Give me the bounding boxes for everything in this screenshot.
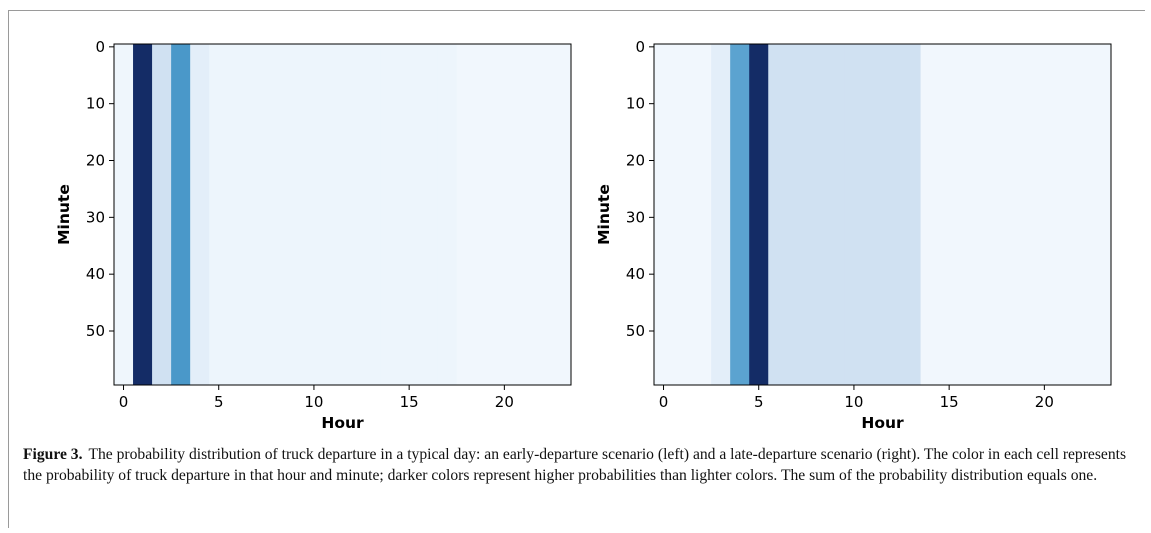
heatmap-column [787,44,807,385]
heatmap-column [266,44,286,385]
heatmap-column [133,44,153,385]
plot-frame [653,43,1112,386]
heatmap-column [152,44,172,385]
heatmap-column [380,44,401,385]
heatmap-column [711,44,731,385]
heatmap-column [977,44,998,385]
heatmap-column [939,44,960,385]
heatmap-panel-left: 0 5 10 15 20 0 10 20 30 40 50 Hour Minute [55,38,572,432]
heatmap-column [190,44,210,385]
heatmap-column [825,44,845,385]
x-tick-label: 10 [304,393,323,411]
heatmap-column [361,44,381,385]
heatmap-column [958,44,979,385]
heatmap-column [806,44,826,385]
heatmap-column [551,44,572,385]
heatmap-column [1034,44,1055,385]
heatmap-column [654,44,674,385]
heatmap-column [673,44,693,385]
heatmap-column [1091,44,1112,385]
x-tick-label: 0 [119,393,129,411]
caption-text: The probability distribution of truck de… [23,446,1127,484]
x-tick-label: 20 [495,393,514,411]
heatmap-column [418,44,439,385]
heatmap-column [768,44,788,385]
y-tick-label: 10 [86,95,105,113]
heatmap-column [228,44,248,385]
x-tick-label: 0 [659,393,669,411]
figure-frame [8,10,1145,528]
heatmap-column [882,44,902,385]
heatmap-column [399,44,420,385]
y-tick-label: 50 [626,322,645,340]
heatmap-column [844,44,864,385]
heatmap-column [863,44,883,385]
figure-charts: 0 5 10 15 20 0 10 20 30 40 50 Hour Minute 0 5 10 15 20 0 1… [55,38,1112,432]
x-tick-label: 15 [940,393,959,411]
heatmap-column [749,44,769,385]
heatmap-column [730,44,750,385]
y-tick-label: 0 [635,38,645,56]
heatmap-column [1072,44,1093,385]
x-tick-label: 5 [214,393,224,411]
heatmap-column [114,44,134,385]
x-tick-label: 15 [400,393,419,411]
y-tick-label: 20 [86,152,105,170]
y-tick-label: 30 [86,208,105,226]
y-tick-label: 0 [95,38,105,56]
heatmap-column [1015,44,1036,385]
heatmap-column [209,44,229,385]
y-tick-label: 50 [86,322,105,340]
heatmap-column [996,44,1017,385]
heatmap-column [304,44,324,385]
y-tick-label: 40 [86,265,105,283]
y-axis-label: Minute [595,184,613,245]
plot-frame [113,43,572,386]
heatmap-column [437,44,458,385]
heatmap-column [1053,44,1074,385]
x-axis-label: Hour [861,414,904,432]
heatmap-column [692,44,712,385]
y-tick-label: 20 [626,152,645,170]
heatmap-column [494,44,515,385]
heatmap-column [247,44,267,385]
x-tick-label: 5 [754,393,764,411]
heatmap-column [475,44,496,385]
caption-label: Figure 3. [23,446,83,463]
figure-caption: Figure 3. The probability distribution of… [23,444,1133,486]
y-tick-label: 10 [626,95,645,113]
heatmap-column [285,44,305,385]
x-tick-label: 20 [1035,393,1054,411]
heatmap-column [323,44,343,385]
heatmap-column [171,44,191,385]
heatmap-panel-right: 0 5 10 15 20 0 10 20 30 40 50 Hour Minute [595,38,1112,432]
x-tick-label: 10 [844,393,863,411]
y-tick-label: 40 [626,265,645,283]
heatmap-column [513,44,534,385]
heatmap-column [920,44,941,385]
y-axis-label: Minute [55,184,73,245]
y-tick-label: 30 [626,208,645,226]
x-axis-label: Hour [321,414,364,432]
heatmap-column [901,44,921,385]
heatmap-column [456,44,477,385]
heatmap-column [342,44,362,385]
heatmap-column [532,44,553,385]
